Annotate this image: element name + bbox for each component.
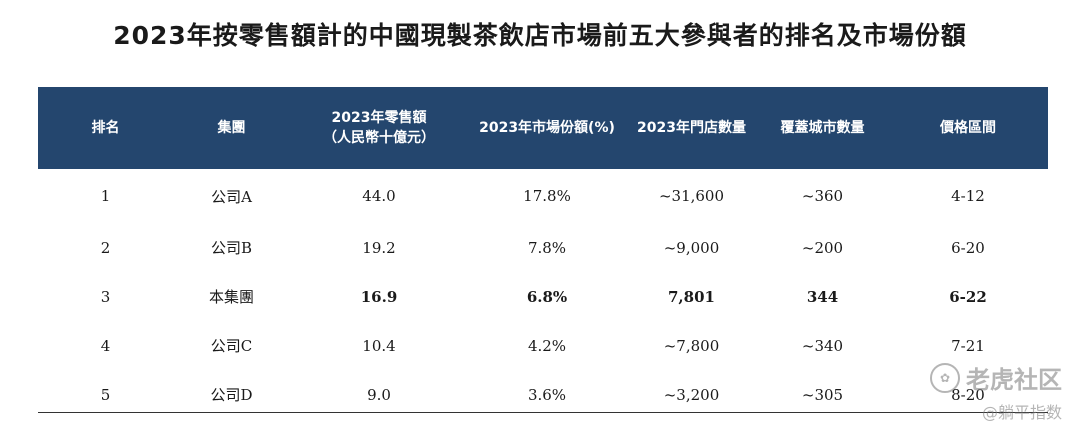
table-header-row: 排名 集團 2023年零售額 （人民幣十億元） 2023年市場份額(%) 202… bbox=[38, 87, 1048, 169]
table-bottom-rule bbox=[38, 412, 1048, 413]
cell-group: 公司C bbox=[210, 337, 253, 355]
cell-group: 公司A bbox=[211, 187, 252, 206]
cell-market-share: 6.8% bbox=[526, 287, 568, 306]
cell-rank: 1 bbox=[100, 187, 111, 205]
header-group: 集團 bbox=[217, 120, 246, 136]
cell-retail-sales: 44.0 bbox=[362, 187, 396, 205]
cell-store-count: 7,801 bbox=[668, 287, 715, 306]
watermark: ✿ 老虎社区 @躺平指数 bbox=[930, 360, 1062, 423]
cell-store-count: ~7,800 bbox=[663, 336, 720, 355]
cell-retail-sales: 19.2 bbox=[362, 238, 396, 257]
cell-price-range: 7-21 bbox=[951, 336, 985, 355]
header-store-count: 2023年門店數量 bbox=[637, 120, 746, 136]
cell-market-share: 17.8% bbox=[523, 187, 571, 205]
header-cities-covered: 覆蓋城市數量 bbox=[780, 120, 865, 136]
tiger-community-logo-icon: ✿ bbox=[930, 362, 960, 393]
cell-rank: 4 bbox=[100, 336, 111, 355]
cell-store-count: ~3,200 bbox=[663, 385, 720, 404]
cell-rank: 2 bbox=[100, 238, 111, 257]
table-row: 1 公司A 44.0 17.8% ~31,600 ~360 4-12 bbox=[38, 169, 1048, 223]
cell-price-range: 4-12 bbox=[951, 187, 985, 205]
header-price-range: 價格區間 bbox=[940, 120, 996, 136]
cell-retail-sales: 9.0 bbox=[367, 385, 391, 404]
cell-cities-covered: ~200 bbox=[801, 238, 844, 257]
cell-rank: 5 bbox=[100, 385, 111, 404]
cell-retail-sales: 10.4 bbox=[362, 336, 396, 355]
cell-group: 本集團 bbox=[208, 288, 254, 306]
table-row: 5 公司D 9.0 3.6% ~3,200 ~305 8-20 bbox=[38, 370, 1048, 419]
cell-store-count: ~9,000 bbox=[663, 238, 720, 257]
cell-retail-sales: 16.9 bbox=[360, 287, 398, 306]
cell-market-share: 4.2% bbox=[527, 336, 567, 355]
table-row-highlighted: 3 本集團 16.9 6.8% 7,801 344 6-22 bbox=[38, 272, 1048, 321]
cell-cities-covered: 344 bbox=[806, 287, 839, 306]
cell-price-range: 6-22 bbox=[949, 287, 987, 306]
cell-cities-covered: ~360 bbox=[801, 187, 844, 205]
header-market-share: 2023年市場份額(%) bbox=[479, 120, 615, 136]
watermark-brand: 老虎社区 bbox=[966, 366, 1062, 394]
table-row: 2 公司B 19.2 7.8% ~9,000 ~200 6-20 bbox=[38, 223, 1048, 272]
cell-cities-covered: ~340 bbox=[801, 336, 844, 355]
cell-group: 公司B bbox=[210, 239, 253, 257]
cell-group: 公司D bbox=[210, 386, 253, 404]
market-share-table: 排名 集團 2023年零售額 （人民幣十億元） 2023年市場份額(%) 202… bbox=[38, 87, 1048, 419]
header-retail-sales: 2023年零售額 （人民幣十億元） bbox=[323, 110, 435, 146]
cell-market-share: 7.8% bbox=[527, 238, 567, 257]
cell-price-range: 8-20 bbox=[951, 385, 985, 404]
cell-rank: 3 bbox=[100, 287, 111, 306]
cell-market-share: 3.6% bbox=[527, 385, 567, 404]
cell-store-count: ~31,600 bbox=[658, 187, 725, 205]
header-rank: 排名 bbox=[91, 120, 120, 136]
cell-price-range: 6-20 bbox=[951, 238, 985, 257]
watermark-handle: @躺平指数 bbox=[981, 403, 1062, 422]
table-row: 4 公司C 10.4 4.2% ~7,800 ~340 7-21 bbox=[38, 321, 1048, 370]
cell-cities-covered: ~305 bbox=[801, 385, 844, 404]
page-title: 2023年按零售額計的中國現製茶飲店市場前五大參與者的排名及市場份額 bbox=[113, 21, 967, 50]
